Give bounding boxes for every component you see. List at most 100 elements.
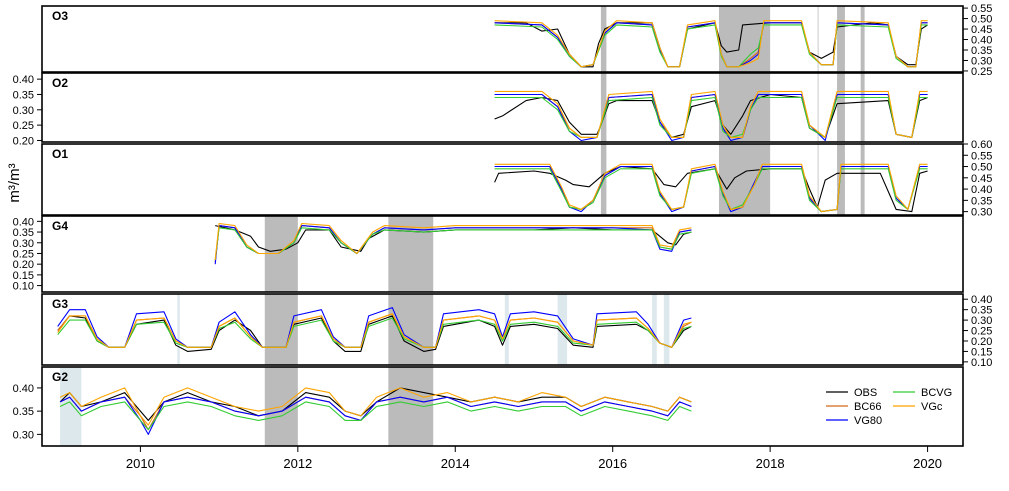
- legend-item-bcvg: BCVG: [893, 387, 952, 399]
- series-line-vgc: [494, 20, 928, 68]
- y-tick-label: 0.60: [971, 139, 992, 151]
- series-line-vgc: [57, 313, 692, 348]
- series-line-bcvg: [59, 401, 692, 431]
- panel-g3: G3 0.100.150.200.250.300.350.40: [41, 293, 992, 369]
- y-tick-label: 0.25: [13, 248, 34, 260]
- y-tick-label: 0.20: [971, 336, 992, 348]
- shaded-period: [652, 294, 657, 365]
- series-line-obs: [494, 93, 928, 138]
- series-line-vgc: [494, 163, 928, 213]
- legend-item-vg80: VG80: [826, 415, 882, 427]
- legend-label: VGc: [921, 401, 943, 413]
- y-tick-label: 0.45: [971, 173, 992, 185]
- panel-label: G4: [52, 219, 68, 233]
- series-line-vgc: [494, 90, 928, 138]
- y-tick-label: 0.35: [13, 89, 34, 101]
- series-line-vg80: [494, 165, 928, 213]
- y-tick-label: 0.30: [13, 238, 34, 250]
- panel-frame: [41, 72, 964, 143]
- y-tick-label: 0.30: [13, 105, 34, 117]
- shaded-period: [837, 144, 845, 215]
- shaded-period: [837, 73, 845, 142]
- y-tick-label: 0.30: [13, 429, 34, 441]
- panel-frame: [41, 366, 964, 447]
- legend-label: BC66: [854, 401, 882, 413]
- panel-g2: G2 0.30 0.35 0.40: [13, 366, 964, 447]
- series-line-vgc: [59, 387, 692, 426]
- shaded-period: [817, 6, 819, 72]
- legend-item-vgc: VGc: [893, 401, 943, 413]
- panel-label: G2: [52, 370, 68, 384]
- shaded-period: [837, 6, 845, 72]
- panel-frame: [41, 293, 964, 366]
- y-tick-label: 0.40: [13, 74, 34, 86]
- y-tick-label: 0.35: [971, 45, 992, 57]
- y-tick-label: 0.20: [13, 135, 34, 147]
- y-tick-label: 0.35: [971, 305, 992, 317]
- x-tick-label: 2010: [126, 456, 155, 471]
- y-tick-label: 0.30: [971, 207, 992, 219]
- y-tick-label: 0.55: [971, 150, 992, 162]
- y-tick-label: 0.40: [971, 35, 992, 47]
- shaded-period: [860, 144, 865, 215]
- y-tick-label: 0.50: [971, 14, 992, 26]
- shaded-period: [860, 6, 865, 72]
- y-tick-label: 0.30: [971, 55, 992, 67]
- shaded-period: [388, 294, 434, 365]
- panel-label: O2: [52, 76, 68, 90]
- chart-panels: O30.250.300.350.400.450.500.55O20.200.25…: [13, 3, 992, 447]
- y-tick-label: 0.40: [13, 216, 34, 228]
- y-tick-label: 0.15: [13, 270, 34, 282]
- y-tick-label: 0.10: [13, 281, 34, 293]
- y-axis-label: m³/m³: [6, 163, 23, 202]
- x-tick-label: 2014: [441, 456, 470, 471]
- legend-label: BCVG: [921, 387, 952, 399]
- y-tick-label: 0.35: [13, 406, 34, 418]
- shaded-period: [600, 73, 607, 142]
- y-tick-label: 0.40: [13, 383, 34, 395]
- y-tick-label: 0.30: [971, 315, 992, 327]
- panel-label: G3: [52, 297, 68, 311]
- series-line-vg80: [59, 396, 692, 435]
- series-line-obs: [494, 165, 928, 213]
- y-tick-label: 0.40: [971, 184, 992, 196]
- x-tick-label: 2020: [913, 456, 942, 471]
- panel-g4: G4 0.100.150.200.250.300.350.40: [13, 215, 964, 293]
- y-tick-label: 0.55: [971, 3, 992, 15]
- y-tick-label: 0.40: [971, 294, 992, 306]
- panel-label: O3: [52, 9, 68, 23]
- y-tick-label: 0.50: [971, 162, 992, 174]
- panel-frame: [41, 215, 964, 293]
- panel-frame: [41, 5, 964, 73]
- panel-label: O1: [52, 147, 68, 161]
- series-line-bcvg: [494, 168, 928, 213]
- y-tick-label: 0.35: [13, 227, 34, 239]
- panel-o2: O2 0.20 0.25 0.30 0.35 0.40: [13, 72, 964, 147]
- shaded-period: [817, 144, 819, 215]
- x-tick-label: 2018: [756, 456, 785, 471]
- y-tick-label: 0.20: [13, 259, 34, 271]
- series-line-obs: [59, 387, 692, 421]
- y-tick-label: 0.10: [971, 357, 992, 369]
- legend-item-obs: OBS: [826, 387, 877, 399]
- panel-frame: [41, 143, 964, 216]
- y-tick-label: 0.35: [971, 195, 992, 207]
- legend: OBS BC66 VG80 BCVG VGc: [826, 387, 952, 427]
- y-tick-label: 0.25: [13, 120, 34, 132]
- x-tick-label: 2016: [598, 456, 627, 471]
- shaded-period: [817, 73, 819, 142]
- x-axis: 2010 2012 2014 2016 2018 2020: [42, 445, 963, 471]
- series-line-vgc: [214, 222, 692, 260]
- y-tick-label: 0.25: [971, 326, 992, 338]
- shaded-period: [663, 294, 670, 365]
- panel-o3: O3 0.250.300.350.400.450.500.55: [41, 3, 992, 78]
- shaded-period: [60, 367, 82, 446]
- y-tick-label: 0.25: [971, 66, 992, 78]
- legend-label: VG80: [854, 415, 882, 427]
- shaded-period: [177, 294, 180, 365]
- series-line-vg80: [494, 93, 928, 142]
- y-tick-label: 0.15: [971, 346, 992, 358]
- legend-item-bc66: BC66: [826, 401, 882, 413]
- legend-label: OBS: [854, 387, 877, 399]
